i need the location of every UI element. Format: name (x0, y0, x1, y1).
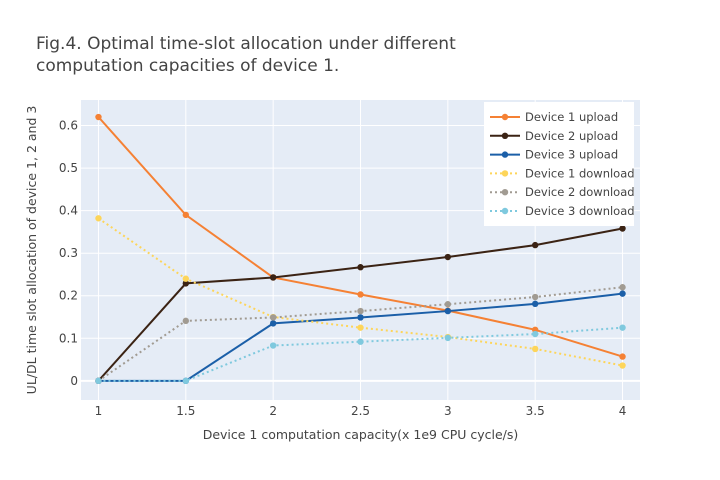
y-axis-ticks: 0 0.1 0.2 0.3 0.4 0.5 0.6 (59, 119, 78, 388)
data-point (444, 334, 452, 342)
legend-swatch-marker (501, 189, 509, 196)
legend-item[interactable]: Device 1 upload (490, 110, 618, 124)
y-axis-label: UL/DL time slot allocation of device 1, … (24, 106, 39, 395)
data-point (95, 377, 102, 385)
legend-swatch-marker (501, 113, 509, 121)
legend-box (484, 102, 634, 226)
data-point (444, 253, 452, 261)
data-point (357, 307, 364, 315)
x-axis-label: Device 1 computation capacity(x 1e9 CPU … (203, 427, 519, 442)
legend-label: Device 1 upload (525, 110, 618, 124)
data-point (444, 307, 452, 315)
data-point (95, 113, 102, 121)
legend-item[interactable]: Device 3 upload (490, 148, 618, 162)
legend[interactable]: Device 1 upload Device 2 upload Device 3 u… (484, 102, 635, 226)
chart-title-line-2: computation capacities of device 1. (36, 56, 340, 76)
legend-item[interactable]: Device 3 download (490, 204, 635, 218)
data-point (182, 275, 190, 282)
series-2 (95, 225, 626, 385)
data-point (619, 324, 626, 331)
x-tick-label: 3 (444, 404, 452, 418)
data-point (531, 293, 539, 301)
data-point (182, 280, 190, 287)
data-point (269, 320, 277, 327)
data-point (531, 330, 539, 338)
y-tick-label: 0.2 (59, 289, 78, 303)
x-axis-ticks: 1 1.5 2 2.5 3 3.5 4 (95, 404, 627, 418)
series-lines (95, 113, 626, 385)
legend-swatch-marker (501, 151, 509, 158)
legend-swatch-marker (501, 207, 509, 215)
data-point (531, 300, 539, 308)
data-point (182, 377, 190, 385)
y-tick-label: 0.1 (59, 331, 78, 345)
data-point (444, 301, 452, 308)
data-point (269, 342, 277, 349)
legend-label: Device 3 upload (525, 148, 618, 162)
x-tick-label: 4 (619, 404, 627, 418)
data-point (95, 215, 102, 222)
data-point (619, 225, 626, 232)
y-tick-label: 0.3 (59, 246, 78, 260)
x-tick-label: 2.5 (351, 404, 370, 418)
x-tick-label: 1 (95, 404, 103, 418)
series-6 (95, 324, 626, 385)
data-point (182, 211, 190, 219)
chart-title-line-1: Fig.4. Optimal time-slot allocation unde… (36, 34, 456, 54)
x-tick-label: 2 (269, 404, 277, 418)
legend-label: Device 1 download (525, 166, 635, 180)
y-tick-label: 0 (70, 374, 78, 388)
data-point (619, 284, 626, 291)
data-point (531, 241, 539, 249)
legend-label: Device 2 upload (525, 129, 618, 143)
y-tick-label: 0.6 (59, 119, 78, 133)
data-point (619, 290, 626, 297)
legend-label: Device 3 download (525, 204, 635, 218)
data-point (269, 314, 277, 321)
chart-title: Fig.4. Optimal time-slot allocation unde… (36, 33, 456, 77)
data-point (357, 314, 364, 321)
legend-swatch-marker (501, 170, 509, 177)
legend-label: Device 2 download (525, 185, 635, 199)
x-tick-label: 1.5 (176, 404, 195, 418)
legend-item[interactable]: Device 1 download (490, 166, 635, 180)
legend-item[interactable]: Device 2 download (490, 185, 635, 199)
data-point (357, 324, 364, 331)
y-tick-label: 0.5 (59, 161, 78, 175)
y-tick-label: 0.4 (59, 204, 78, 218)
series-4 (95, 215, 626, 369)
data-point (182, 317, 190, 325)
legend-item[interactable]: Device 2 upload (490, 129, 618, 143)
data-point (619, 362, 626, 369)
x-tick-label: 3.5 (526, 404, 545, 418)
data-point (269, 274, 277, 281)
data-point (357, 264, 364, 271)
data-point (357, 291, 364, 298)
data-point (357, 338, 364, 345)
legend-swatch-marker (501, 132, 509, 139)
data-point (531, 345, 539, 353)
data-point (619, 353, 626, 360)
